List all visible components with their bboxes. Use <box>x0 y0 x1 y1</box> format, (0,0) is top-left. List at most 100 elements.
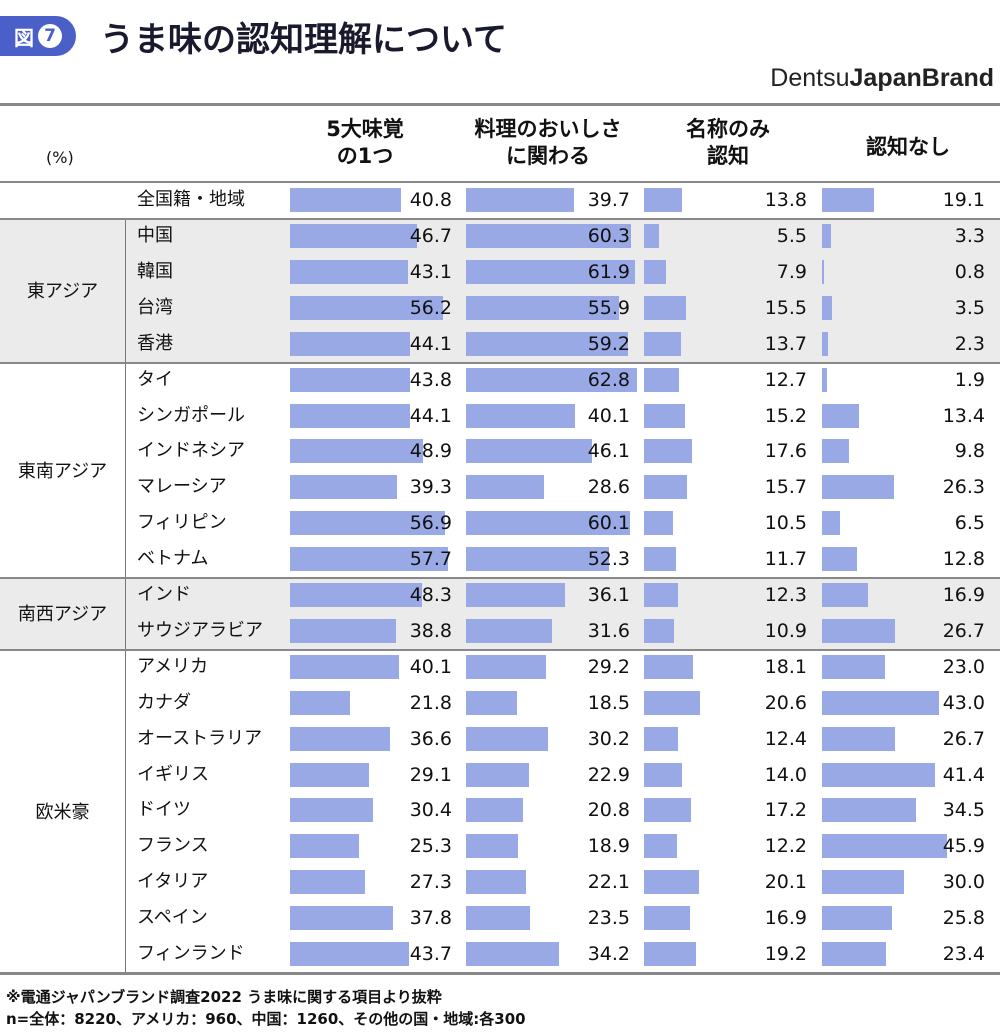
value-label: 45.9 <box>942 835 985 858</box>
row-label: 韓国 <box>137 260 173 282</box>
group-2: 東南アジア <box>0 361 1000 579</box>
value-label: 30.2 <box>587 727 630 750</box>
value-label: 7.9 <box>776 260 807 283</box>
bar-col1 <box>290 188 402 212</box>
bar-col2 <box>466 906 531 931</box>
bar-col4 <box>822 475 894 500</box>
group-divider <box>125 220 126 364</box>
bar-col3 <box>644 798 691 823</box>
bar-col3 <box>644 942 697 966</box>
bar-col2 <box>466 331 628 356</box>
bar-col2 <box>466 726 549 751</box>
value-label: 0.8 <box>954 260 985 283</box>
row-label: オーストラリア <box>137 727 263 749</box>
row-label: フィリピン <box>137 512 227 534</box>
bar-col1 <box>290 870 365 895</box>
bar-col2 <box>466 259 635 284</box>
table-row: アメリカ 40.1 29.2 18.1 23.0 <box>125 649 1000 685</box>
bar-col2 <box>466 511 631 536</box>
footnote-sample: n=全体：8220、アメリカ：960、中国：1260、その他の国・地域:各300 <box>6 1010 526 1028</box>
figure-number: 7 <box>38 24 62 48</box>
value-label: 18.9 <box>587 835 630 858</box>
bar-col3 <box>644 331 682 356</box>
row-label: 中国 <box>137 225 173 246</box>
bar-col1 <box>290 618 396 643</box>
bar-col1 <box>290 834 360 859</box>
bar-col1 <box>290 547 448 572</box>
value-label: 22.9 <box>587 763 630 786</box>
table-bottom-rule <box>0 971 1000 975</box>
bar-col3 <box>644 367 679 392</box>
bar-col2 <box>466 583 565 607</box>
value-label: 16.9 <box>942 584 985 606</box>
bar-col4 <box>822 511 840 536</box>
value-label: 40.8 <box>409 189 452 211</box>
bar-col4 <box>822 906 893 931</box>
bar-col1 <box>290 690 350 715</box>
value-label: 62.8 <box>587 368 630 391</box>
bar-col4 <box>822 403 859 428</box>
column-header-2: 料理のおいしさ に関わる <box>474 117 622 168</box>
value-label: 31.6 <box>587 619 630 642</box>
figure-label: 図 <box>14 25 34 50</box>
value-label: 39.3 <box>409 476 452 499</box>
value-label: 25.8 <box>942 907 985 930</box>
value-label: 29.1 <box>409 763 452 786</box>
bar-col2 <box>466 403 576 428</box>
bar-col3 <box>644 188 682 212</box>
table-row: フィリピン 56.9 60.1 10.5 6.5 <box>125 505 1000 541</box>
table-row: 韓国 43.1 61.9 7.9 0.8 <box>125 254 1000 290</box>
value-label: 15.5 <box>764 296 807 319</box>
bar-col2 <box>466 834 518 859</box>
group-divider <box>125 363 126 579</box>
bar-col4 <box>822 224 831 248</box>
bar-col2 <box>466 439 592 464</box>
value-label: 57.7 <box>409 548 452 571</box>
row-label: スペイン <box>137 907 208 929</box>
bar-col2 <box>466 942 560 966</box>
bar-col1 <box>290 331 411 356</box>
bar-col1 <box>290 224 418 248</box>
bar-col4 <box>822 870 904 895</box>
bar-col3 <box>644 583 678 607</box>
value-label: 15.7 <box>764 476 807 499</box>
bar-col4 <box>822 726 895 751</box>
bar-col1 <box>290 654 400 679</box>
column-header-1: 5大味覚 の1つ <box>326 117 404 168</box>
value-label: 43.7 <box>409 943 452 965</box>
bar-col4 <box>822 331 829 356</box>
value-label: 9.8 <box>954 440 985 463</box>
footnote-source: ※電通ジャパンブランド調査2022 うま味に関する項目より抜粋 <box>6 988 442 1006</box>
value-label: 17.2 <box>764 799 807 822</box>
bar-col3 <box>644 870 699 895</box>
value-label: 23.5 <box>587 907 630 930</box>
bar-col2 <box>466 870 527 895</box>
value-label: 26.3 <box>942 476 985 499</box>
bar-col2 <box>466 618 553 643</box>
value-label: 3.3 <box>954 225 985 247</box>
bar-col3 <box>644 403 686 428</box>
bar-col2 <box>466 295 619 320</box>
group-divider <box>125 579 126 651</box>
bar-col2 <box>466 224 631 248</box>
row-label: 香港 <box>137 332 173 354</box>
header-rule <box>0 181 1000 183</box>
column-header-3: 名称のみ 認知 <box>686 117 770 168</box>
brand-logo: DentsuJapanBrand <box>770 64 994 93</box>
value-label: 39.7 <box>587 189 630 211</box>
table-row: インド 48.3 36.1 12.3 16.9 <box>125 577 1000 613</box>
value-label: 43.1 <box>409 260 452 283</box>
value-label: 36.1 <box>587 584 630 606</box>
row-label: シンガポール <box>137 404 245 426</box>
bar-col1 <box>290 475 398 500</box>
bar-col4 <box>822 798 917 823</box>
bar-col2 <box>466 188 575 212</box>
table-row: サウジアラビア 38.8 31.6 10.9 26.7 <box>125 613 1000 649</box>
bar-col4 <box>822 583 869 607</box>
table-row: イギリス 29.1 22.9 14.0 41.4 <box>125 757 1000 793</box>
value-label: 61.9 <box>587 260 630 283</box>
table-top-rule <box>0 103 1000 106</box>
bar-col4 <box>822 654 885 679</box>
bar-col3 <box>644 618 674 643</box>
table-row: フィンランド 43.7 34.2 19.2 23.4 <box>125 936 1000 972</box>
